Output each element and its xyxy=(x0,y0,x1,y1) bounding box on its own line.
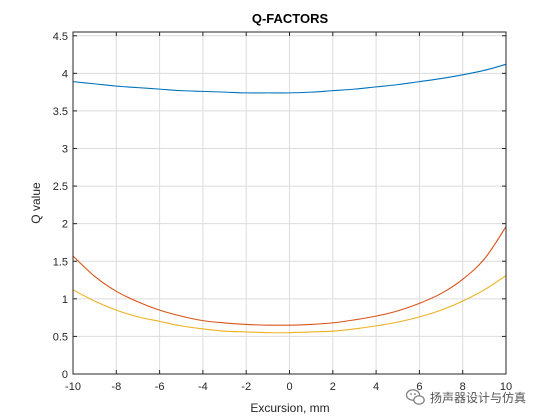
y-tick-label: 3.5 xyxy=(53,106,68,118)
series-line-1 xyxy=(72,63,507,94)
plot-area: -10 -8 -6 -4 -2 0 2 4 6 8 10 0 0.5 1 1.5 2 2.5 3 3.5 4 4.5 xyxy=(53,31,512,393)
y-tick-label: 3 xyxy=(62,144,68,156)
y-tick-label: 1.5 xyxy=(53,256,68,268)
x-tick-label: -8 xyxy=(111,381,121,393)
x-tick-label: -10 xyxy=(65,381,81,393)
y-tick-label: 4.5 xyxy=(53,31,68,43)
watermark-text: 扬声器设计与仿真 xyxy=(430,390,526,405)
y-tick-label: 2 xyxy=(62,219,68,231)
y-tick-label: 2.5 xyxy=(53,181,68,193)
y-tick-label: 1 xyxy=(62,294,68,306)
x-tick-label: 2 xyxy=(330,381,336,393)
y-axis-ticks: 0 0.5 1 1.5 2 2.5 3 3.5 4 4.5 xyxy=(53,31,506,381)
series-line-2 xyxy=(72,226,507,326)
series-line-3 xyxy=(72,275,507,334)
x-axis-label: Excursion, mm xyxy=(250,401,329,415)
wechat-icon xyxy=(405,389,425,405)
x-tick-label: -6 xyxy=(155,381,165,393)
x-tick-label: 6 xyxy=(416,381,422,393)
x-tick-label: 8 xyxy=(460,381,466,393)
series-lines xyxy=(72,63,507,334)
chart-title: Q-FACTORS xyxy=(252,11,329,26)
x-tick-label: 10 xyxy=(500,381,512,393)
x-tick-label: 0 xyxy=(286,381,292,393)
watermark: 扬声器设计与仿真 xyxy=(405,389,526,405)
y-tick-label: 4 xyxy=(62,68,68,80)
x-axis-ticks: -10 -8 -6 -4 -2 0 2 4 6 8 10 xyxy=(65,32,512,393)
y-tick-label: 0.5 xyxy=(53,331,68,343)
y-axis-label: Q value xyxy=(29,182,43,224)
x-tick-label: -2 xyxy=(241,381,251,393)
y-tick-label: 0 xyxy=(62,369,68,381)
x-tick-label: 4 xyxy=(373,381,379,393)
x-tick-label: -4 xyxy=(198,381,208,393)
